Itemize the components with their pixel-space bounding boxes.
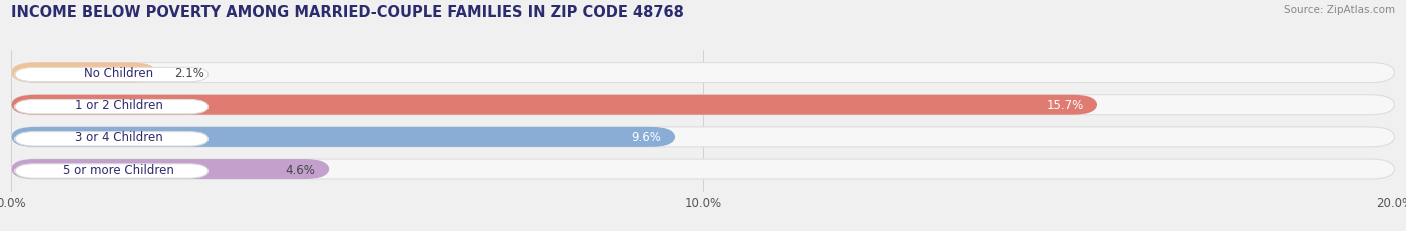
Text: 4.6%: 4.6% [285,163,315,176]
Text: 15.7%: 15.7% [1046,99,1084,112]
FancyBboxPatch shape [11,95,1097,115]
Text: No Children: No Children [84,67,153,80]
Text: Source: ZipAtlas.com: Source: ZipAtlas.com [1284,5,1395,15]
FancyBboxPatch shape [11,159,329,179]
Text: INCOME BELOW POVERTY AMONG MARRIED-COUPLE FAMILIES IN ZIP CODE 48768: INCOME BELOW POVERTY AMONG MARRIED-COUPL… [11,5,685,20]
FancyBboxPatch shape [14,100,208,114]
FancyBboxPatch shape [11,95,1395,115]
FancyBboxPatch shape [11,63,1395,83]
FancyBboxPatch shape [11,159,1395,179]
FancyBboxPatch shape [14,68,208,82]
Text: 1 or 2 Children: 1 or 2 Children [75,99,163,112]
FancyBboxPatch shape [11,127,1395,147]
Text: 9.6%: 9.6% [631,131,661,144]
FancyBboxPatch shape [14,132,208,146]
Text: 5 or more Children: 5 or more Children [63,163,174,176]
Text: 2.1%: 2.1% [174,67,204,80]
FancyBboxPatch shape [14,164,208,178]
FancyBboxPatch shape [11,127,675,147]
FancyBboxPatch shape [11,63,156,83]
Text: 3 or 4 Children: 3 or 4 Children [75,131,162,144]
